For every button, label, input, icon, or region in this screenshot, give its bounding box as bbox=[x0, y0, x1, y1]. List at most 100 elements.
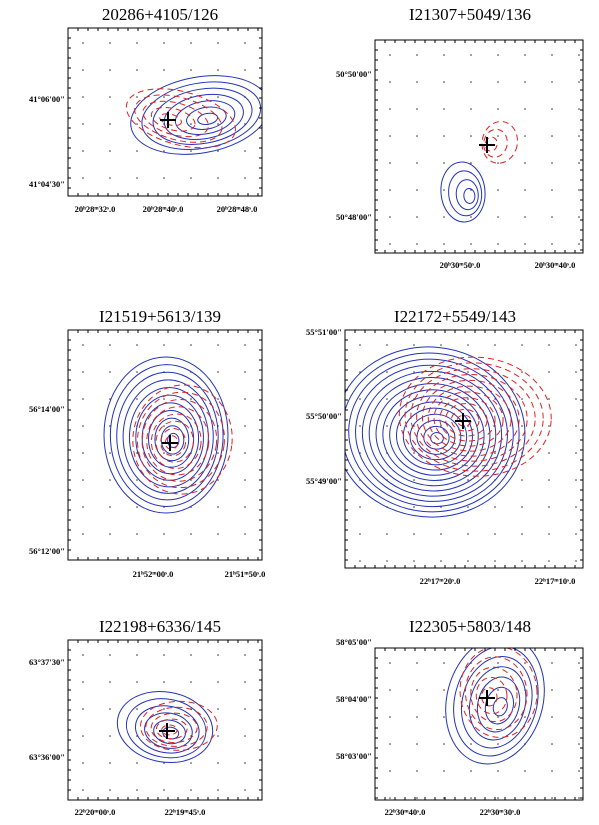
grid-dot bbox=[217, 789, 219, 791]
y-tick-label: 50°48'00" bbox=[336, 212, 372, 222]
contours bbox=[389, 648, 580, 799]
x-tick-label: 22ʰ17ᵐ20ˢ.0 bbox=[420, 576, 461, 586]
x-tick-label: 22ʰ20ᵐ00ˢ.0 bbox=[75, 807, 116, 817]
grid-dot bbox=[578, 216, 580, 218]
grid-dot bbox=[497, 135, 499, 137]
red-contour bbox=[142, 100, 209, 138]
grid-dot bbox=[497, 189, 499, 191]
grid-dot bbox=[578, 54, 580, 56]
grid-dot bbox=[551, 216, 553, 218]
grid-dot bbox=[467, 344, 469, 346]
red-contour bbox=[150, 413, 202, 470]
grid-dot bbox=[524, 770, 526, 772]
blue-contour bbox=[103, 356, 229, 514]
grid-dot bbox=[494, 398, 496, 400]
grid-dot bbox=[416, 662, 418, 664]
grid-dot bbox=[575, 425, 577, 427]
blue-contour bbox=[197, 112, 219, 125]
grid-dot bbox=[163, 177, 165, 179]
red-contour bbox=[410, 368, 536, 467]
grid-dot bbox=[217, 96, 219, 98]
grid-dot bbox=[467, 479, 469, 481]
grid-dot bbox=[578, 189, 580, 191]
contours bbox=[389, 54, 580, 245]
grid-dot bbox=[389, 797, 391, 799]
grid-dot bbox=[470, 743, 472, 745]
y-tick-label: 63°36'00" bbox=[29, 752, 65, 762]
panel-title: I21307+5049/136 bbox=[409, 5, 531, 24]
y-tick-label: 58°05'00" bbox=[336, 637, 372, 647]
grid-dot bbox=[82, 123, 84, 125]
grid-dot bbox=[163, 789, 165, 791]
grid-dot bbox=[470, 797, 472, 799]
red-contour bbox=[464, 656, 528, 731]
grid-dot bbox=[82, 371, 84, 373]
grid-dot bbox=[163, 150, 165, 152]
red-contour bbox=[456, 414, 472, 427]
grid-dot bbox=[190, 177, 192, 179]
source-cross bbox=[162, 435, 178, 451]
grid-dot bbox=[551, 743, 553, 745]
grid-dot bbox=[109, 708, 111, 710]
frame bbox=[67, 329, 263, 561]
red-contour bbox=[484, 136, 498, 152]
y-tick-label: 41°04'30" bbox=[29, 179, 65, 189]
blue-contour bbox=[154, 417, 190, 462]
grid-dot bbox=[82, 533, 84, 535]
grid-dot bbox=[163, 533, 165, 535]
grid-dot bbox=[217, 479, 219, 481]
contours bbox=[82, 654, 246, 791]
grid-dot bbox=[497, 162, 499, 164]
grid-dot bbox=[413, 506, 415, 508]
grid-dot bbox=[551, 135, 553, 137]
y-tick-label: 55°51'00" bbox=[306, 327, 342, 337]
grid-dot bbox=[136, 42, 138, 44]
blue-contour bbox=[122, 379, 214, 494]
grid-dot bbox=[109, 371, 111, 373]
grid-dot bbox=[578, 797, 580, 799]
grid-dot bbox=[389, 743, 391, 745]
red-contour bbox=[459, 648, 538, 738]
frame bbox=[374, 647, 584, 801]
grid-dot bbox=[524, 135, 526, 137]
grid-dot bbox=[521, 425, 523, 427]
grid-dot bbox=[467, 560, 469, 562]
y-tick-label: 63°37'30" bbox=[29, 657, 65, 667]
grid-dot bbox=[548, 533, 550, 535]
grid-dot bbox=[389, 716, 391, 718]
blue-contour bbox=[395, 401, 473, 471]
grid-dot bbox=[524, 243, 526, 245]
grid-dot bbox=[82, 479, 84, 481]
grid-dot bbox=[136, 96, 138, 98]
x-tick-label: 20ʰ30ᵐ40ˢ.0 bbox=[535, 260, 576, 270]
grid-dot bbox=[244, 654, 246, 656]
red-contour bbox=[433, 391, 504, 447]
y-tick-label: 56°14'00" bbox=[29, 404, 65, 414]
panel: I21307+5049/136 50°50'00" 50°48'00" 20ʰ30ᵐ5… bbox=[336, 5, 584, 270]
panel-title: I22172+5549/143 bbox=[394, 307, 516, 326]
grid-dot bbox=[190, 789, 192, 791]
grid-dot bbox=[190, 69, 192, 71]
grid-dot bbox=[524, 216, 526, 218]
grid-dot bbox=[217, 371, 219, 373]
grid-dot bbox=[470, 54, 472, 56]
grid-dot bbox=[524, 662, 526, 664]
grid-dot bbox=[575, 452, 577, 454]
grid-dot bbox=[416, 108, 418, 110]
grid-dot bbox=[136, 789, 138, 791]
blue-contour bbox=[130, 75, 262, 155]
grid-dot bbox=[575, 398, 577, 400]
grid-dot bbox=[163, 452, 165, 454]
grid-dot bbox=[217, 123, 219, 125]
panel-title: I22198+6336/145 bbox=[99, 617, 221, 636]
grid-dot bbox=[548, 344, 550, 346]
red-contour bbox=[145, 706, 208, 747]
grid-dot bbox=[190, 762, 192, 764]
grid-dot bbox=[82, 398, 84, 400]
grid-dot bbox=[386, 533, 388, 535]
grid-dot bbox=[244, 425, 246, 427]
grid-dot bbox=[416, 743, 418, 745]
red-contour bbox=[140, 700, 218, 751]
grid-dot bbox=[575, 344, 577, 346]
grid-dot bbox=[109, 506, 111, 508]
